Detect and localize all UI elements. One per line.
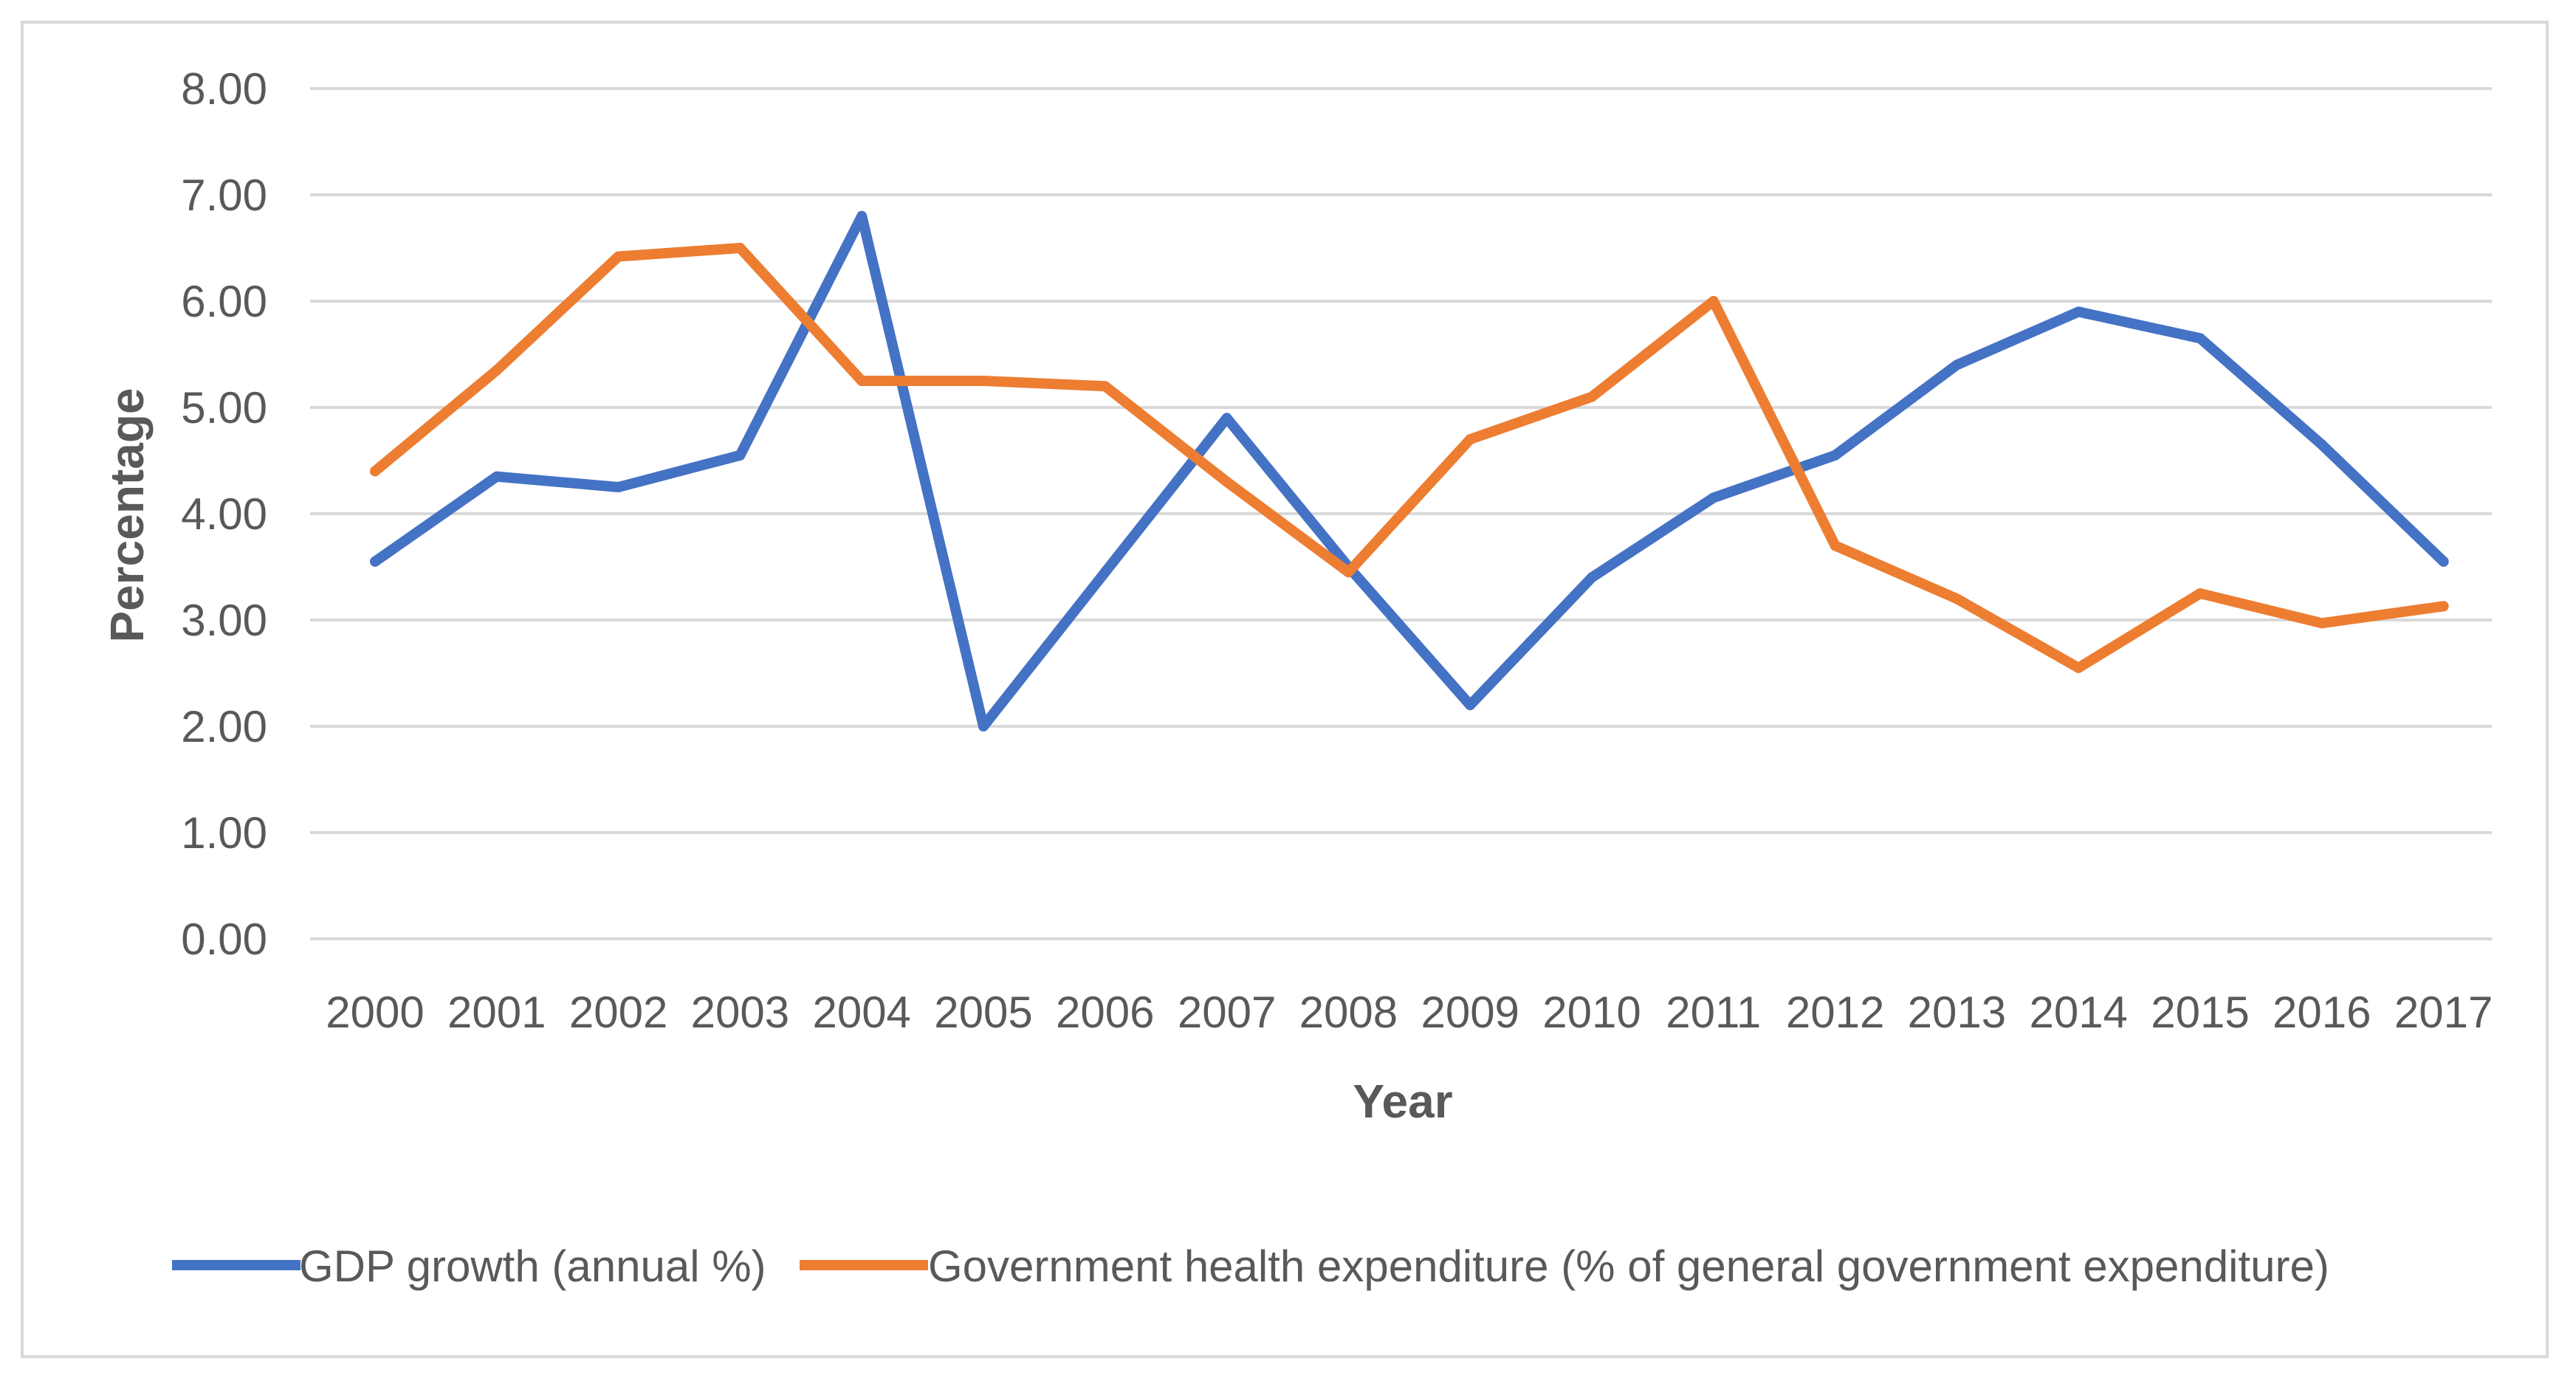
x-axis-ticks: 2000 2001 2002 2003 2004 2005 2006 2007 2008 2009… bbox=[326, 988, 2493, 1037]
gdp-growth-point-2004 bbox=[856, 210, 868, 221]
y-axis-ticks: 0.00 1.00 2.00 3.00 4.00 5.00 6.00 7.00 8.00 bbox=[181, 64, 267, 964]
y-tick-label: 1.00 bbox=[181, 808, 267, 858]
legend-label-health-expenditure: Government health expenditure (% of gene… bbox=[928, 1241, 2329, 1291]
health-expenditure-point-2013 bbox=[1951, 593, 1962, 605]
y-axis-title: Percentage bbox=[100, 388, 154, 642]
x-tick-label: 2010 bbox=[1542, 988, 1641, 1037]
health-expenditure-point-2011 bbox=[1708, 296, 1719, 306]
legend-label-gdp-growth: GDP growth (annual %) bbox=[299, 1241, 766, 1291]
gdp-growth-point-2017 bbox=[2438, 556, 2449, 567]
y-tick-label: 4.00 bbox=[181, 489, 267, 539]
gdp-growth-point-2011 bbox=[1708, 492, 1719, 503]
x-tick-label: 2009 bbox=[1421, 988, 1519, 1037]
x-tick-label: 2008 bbox=[1299, 988, 1398, 1037]
gdp-growth-point-2015 bbox=[2195, 333, 2205, 344]
y-tick-label: 7.00 bbox=[181, 171, 267, 220]
health-expenditure-point-2002 bbox=[613, 251, 624, 262]
x-tick-label: 2000 bbox=[326, 988, 424, 1037]
x-axis-title: Year bbox=[1353, 1075, 1452, 1128]
x-tick-label: 2014 bbox=[2029, 988, 2127, 1037]
x-tick-label: 2011 bbox=[1666, 988, 1761, 1037]
gdp-growth-point-2003 bbox=[735, 450, 746, 461]
gdp-growth-point-2000 bbox=[370, 556, 380, 567]
health-expenditure-point-2009 bbox=[1465, 434, 1476, 445]
health-expenditure-point-2004 bbox=[856, 376, 868, 386]
health-expenditure-point-2016 bbox=[2316, 618, 2327, 629]
y-tick-label: 2.00 bbox=[181, 702, 267, 751]
x-tick-label: 2002 bbox=[569, 988, 667, 1037]
x-tick-label: 2015 bbox=[2151, 988, 2249, 1037]
x-tick-label: 2005 bbox=[934, 988, 1032, 1037]
y-tick-label: 8.00 bbox=[181, 64, 267, 114]
gdp-growth-point-2014 bbox=[2073, 306, 2084, 317]
legend: GDP growth (annual %) Government health … bbox=[172, 1241, 2329, 1291]
x-tick-label: 2017 bbox=[2394, 988, 2493, 1037]
health-expenditure-point-2005 bbox=[978, 376, 989, 386]
x-tick-label: 2003 bbox=[691, 988, 789, 1037]
health-expenditure-point-2003 bbox=[735, 243, 746, 253]
gridlines bbox=[310, 87, 2492, 940]
gdp-growth-point-2010 bbox=[1587, 572, 1597, 583]
health-expenditure-point-2008 bbox=[1343, 567, 1354, 578]
chart-frame bbox=[21, 21, 2549, 1358]
x-tick-label: 2001 bbox=[447, 988, 546, 1037]
x-tick-label: 2013 bbox=[1908, 988, 2006, 1037]
gdp-growth-point-2016 bbox=[2316, 439, 2327, 450]
series-line-gdp-growth bbox=[370, 210, 2449, 731]
health-expenditure-point-2010 bbox=[1587, 391, 1597, 402]
y-tick-label: 3.00 bbox=[181, 596, 267, 645]
health-expenditure-point-2014 bbox=[2073, 662, 2084, 673]
gdp-growth-point-2005 bbox=[978, 721, 989, 731]
health-expenditure-point-2007 bbox=[1221, 476, 1232, 487]
series-lines bbox=[370, 210, 2449, 731]
health-expenditure-point-2015 bbox=[2195, 588, 2205, 599]
health-expenditure-point-2001 bbox=[491, 365, 502, 376]
gdp-growth-point-2006 bbox=[1099, 567, 1110, 578]
y-tick-label: 0.00 bbox=[181, 915, 267, 964]
y-tick-label: 5.00 bbox=[181, 383, 267, 433]
series-line-health-expenditure bbox=[370, 243, 2449, 673]
gdp-growth-point-2001 bbox=[491, 471, 502, 482]
y-tick-label: 6.00 bbox=[181, 277, 267, 326]
health-expenditure-point-2012 bbox=[1830, 540, 1841, 551]
gdp-growth-point-2013 bbox=[1951, 359, 1962, 371]
x-tick-label: 2007 bbox=[1178, 988, 1276, 1037]
health-expenditure-point-2006 bbox=[1099, 381, 1110, 392]
gdp-growth-point-2012 bbox=[1830, 450, 1841, 461]
x-tick-label: 2004 bbox=[812, 988, 910, 1037]
x-tick-label: 2012 bbox=[1786, 988, 1884, 1037]
gdp-growth-point-2007 bbox=[1221, 413, 1232, 424]
health-expenditure-point-2017 bbox=[2438, 601, 2449, 612]
gdp-growth-point-2002 bbox=[613, 482, 624, 492]
gdp-growth-point-2009 bbox=[1465, 700, 1476, 711]
health-expenditure-point-2000 bbox=[370, 466, 380, 477]
x-tick-label: 2016 bbox=[2273, 988, 2371, 1037]
x-tick-label: 2006 bbox=[1056, 988, 1154, 1037]
